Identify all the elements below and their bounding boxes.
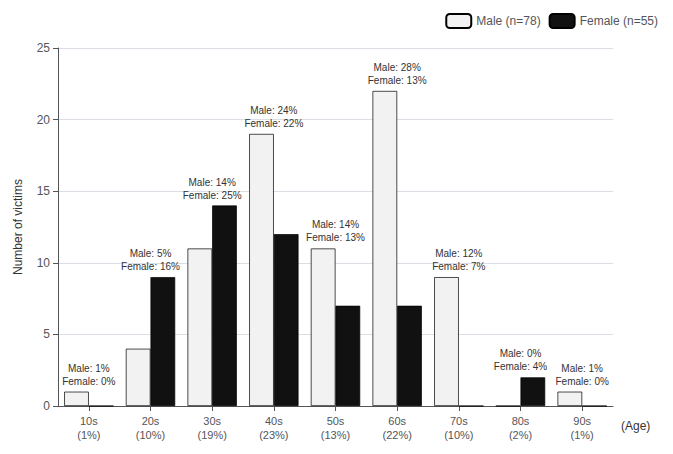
svg-text:90s: 90s <box>573 415 591 427</box>
svg-text:(1%): (1%) <box>571 429 594 441</box>
svg-text:15: 15 <box>37 184 51 198</box>
svg-text:50s: 50s <box>327 415 345 427</box>
svg-text:Female: 7%: Female: 7% <box>432 261 485 272</box>
svg-text:(Age): (Age) <box>621 419 650 433</box>
svg-text:0: 0 <box>43 399 50 413</box>
svg-text:Male: 1%: Male: 1% <box>68 363 110 374</box>
svg-text:(13%): (13%) <box>321 429 350 441</box>
svg-text:(10%): (10%) <box>444 429 473 441</box>
svg-text:Male: 1%: Male: 1% <box>561 363 603 374</box>
svg-text:Male: 5%: Male: 5% <box>130 248 172 259</box>
svg-text:20s: 20s <box>142 415 160 427</box>
svg-text:(2%): (2%) <box>509 429 532 441</box>
svg-text:25: 25 <box>37 41 51 55</box>
svg-text:30s: 30s <box>203 415 221 427</box>
svg-text:60s: 60s <box>388 415 406 427</box>
svg-text:Male: 12%: Male: 12% <box>435 248 482 259</box>
svg-text:10s: 10s <box>80 415 98 427</box>
svg-text:Number of victims: Number of victims <box>11 179 25 275</box>
svg-text:Male: 0%: Male: 0% <box>500 348 542 359</box>
svg-text:(10%): (10%) <box>136 429 165 441</box>
svg-text:40s: 40s <box>265 415 283 427</box>
svg-text:(23%): (23%) <box>259 429 288 441</box>
svg-text:5: 5 <box>43 327 50 341</box>
svg-text:(1%): (1%) <box>77 429 100 441</box>
svg-text:Female: 16%: Female: 16% <box>121 261 180 272</box>
svg-text:Male: 14%: Male: 14% <box>312 219 359 230</box>
svg-text:Female: 4%: Female: 4% <box>494 361 547 372</box>
svg-text:80s: 80s <box>512 415 530 427</box>
svg-text:Female: 0%: Female: 0% <box>62 376 115 387</box>
svg-text:Female (n=55): Female (n=55) <box>580 14 658 28</box>
svg-text:Male: 24%: Male: 24% <box>250 105 297 116</box>
svg-text:Female: 13%: Female: 13% <box>368 75 427 86</box>
svg-text:Female: 13%: Female: 13% <box>306 232 365 243</box>
svg-text:Male: 14%: Male: 14% <box>189 177 236 188</box>
svg-text:Female: 0%: Female: 0% <box>555 376 608 387</box>
svg-text:Male: 28%: Male: 28% <box>374 62 421 73</box>
svg-text:Female: 25%: Female: 25% <box>183 190 242 201</box>
svg-text:(22%): (22%) <box>382 429 411 441</box>
svg-text:Female: 22%: Female: 22% <box>244 118 303 129</box>
svg-text:70s: 70s <box>450 415 468 427</box>
svg-text:Male (n=78): Male (n=78) <box>476 14 540 28</box>
svg-text:(19%): (19%) <box>197 429 226 441</box>
svg-text:10: 10 <box>37 256 51 270</box>
svg-text:20: 20 <box>37 113 51 127</box>
